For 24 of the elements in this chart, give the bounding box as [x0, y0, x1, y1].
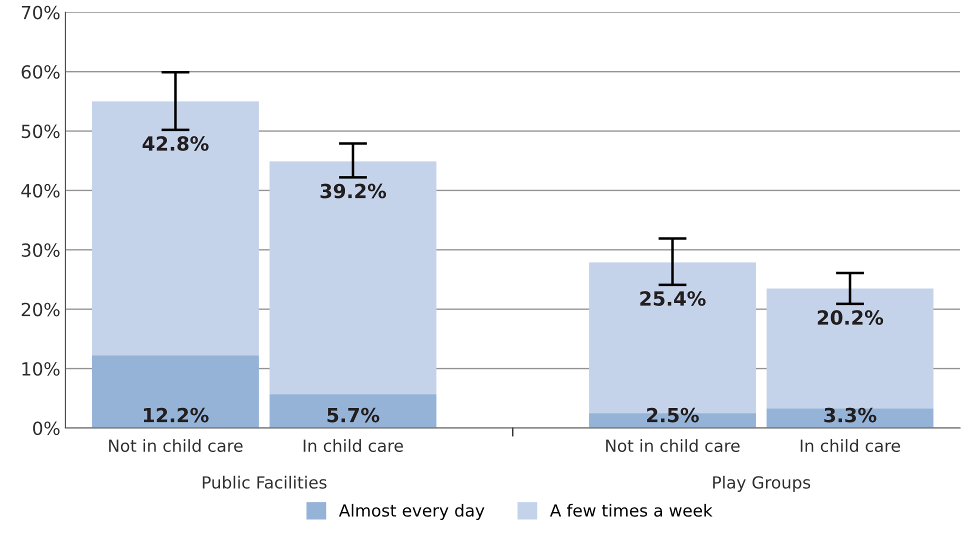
x-tick-label: Not in child care [109, 439, 243, 452]
y-tick-label: 30% [22, 243, 60, 257]
y-tick-label: 50% [22, 124, 60, 138]
data-label: 2.5% [647, 408, 699, 422]
y-tick-label: 10% [22, 362, 60, 376]
x-tick-label: In child care [800, 439, 900, 452]
data-label: 25.4% [640, 291, 706, 306]
y-tick-label: 0% [33, 421, 60, 436]
x-tick-label: In child care [304, 439, 403, 452]
y-tick-label: 60% [22, 65, 60, 79]
text: Public Facilities [202, 476, 326, 489]
legend-label: A few times a week [550, 504, 713, 517]
y-tick-label: 40% [21, 184, 60, 198]
legend-label: Almost every day [338, 504, 484, 520]
data-label: 5.7% [328, 408, 380, 422]
data-label: 3.3% [824, 408, 876, 422]
data-label: 12.2% [144, 408, 209, 422]
data-label: 42.8% [142, 136, 209, 151]
x-tick-label: Not in child care [606, 439, 740, 452]
data-label: 20.2% [818, 310, 884, 325]
text: Play Groups [713, 476, 810, 492]
y-tick-label: 20% [22, 302, 60, 316]
data-label: 39.2% [320, 184, 386, 198]
y-tick-label: 70% [22, 6, 60, 20]
